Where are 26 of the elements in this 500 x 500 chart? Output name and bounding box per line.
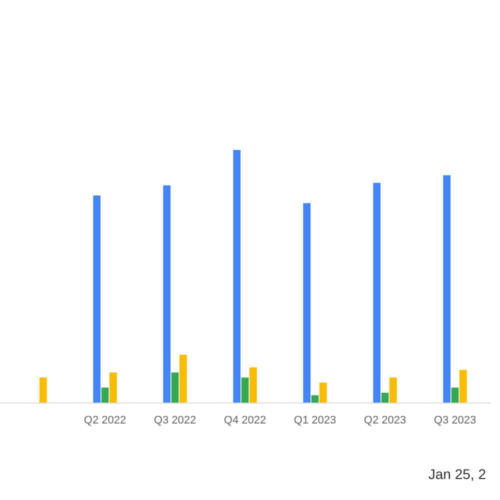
bar	[389, 378, 397, 403]
bar	[459, 370, 467, 403]
x-tick-label: Q2 2022	[84, 414, 126, 426]
bar	[171, 372, 179, 403]
x-tick-label: Q3 2023	[434, 414, 476, 426]
bar	[233, 150, 241, 403]
bar	[303, 203, 311, 403]
bar	[451, 388, 459, 403]
x-tick-label: Q1 2023	[294, 414, 336, 426]
text: Jan 25, 2	[428, 466, 486, 482]
x-tick-label: Q2 2023	[364, 414, 406, 426]
bar	[109, 372, 117, 403]
bar	[373, 182, 381, 403]
bar	[381, 392, 389, 403]
x-tick-label: Q3 2022	[154, 414, 196, 426]
x-tick-label: Q4 2022	[224, 414, 266, 426]
bar	[249, 367, 257, 403]
bar	[319, 382, 327, 403]
bar	[241, 378, 249, 403]
bar	[163, 185, 171, 403]
bar	[101, 388, 109, 403]
bar	[39, 378, 47, 403]
bar	[93, 196, 101, 403]
bar	[179, 354, 187, 403]
bar	[311, 395, 319, 403]
bar	[443, 175, 451, 403]
